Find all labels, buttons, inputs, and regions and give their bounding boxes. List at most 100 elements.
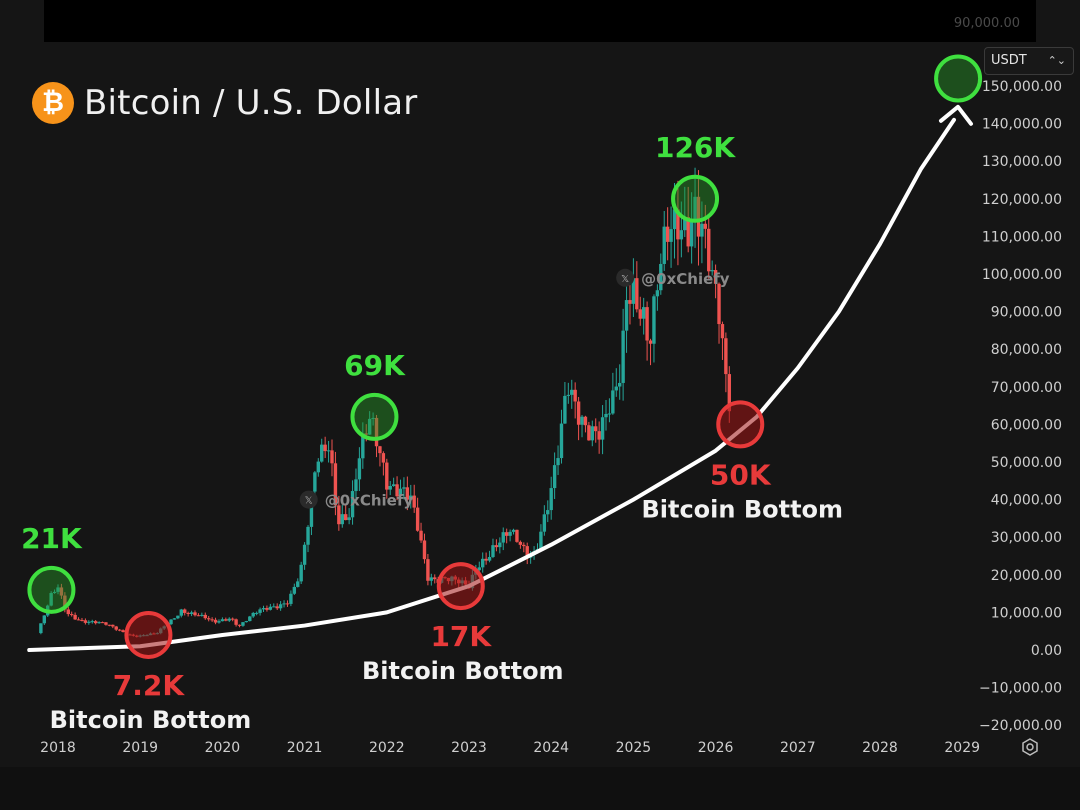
y-tick-label: 90,000.00 [991, 305, 1062, 321]
candle-body [337, 505, 341, 525]
candle-body [52, 591, 57, 594]
candle-body [320, 444, 324, 462]
top-strip-price: 90,000.00 [953, 16, 1020, 31]
candle-body [707, 228, 711, 272]
x-tick-label: 2024 [533, 740, 569, 756]
candle-body [330, 450, 334, 464]
candle-body [268, 606, 273, 610]
candle-body [672, 209, 677, 230]
y-tick-label: 130,000.00 [982, 154, 1062, 170]
candle-body [727, 374, 731, 412]
chart-title-text: Bitcoin / U.S. Dollar [84, 83, 418, 123]
chart-panel[interactable] [0, 45, 1080, 767]
gear-icon[interactable] [1020, 737, 1040, 757]
candle-body [539, 531, 543, 550]
candle-body [344, 514, 348, 521]
candle-body [183, 609, 187, 613]
currency-select-value: USDT [991, 53, 1027, 68]
peak-marker [27, 565, 76, 614]
candle-body [713, 270, 718, 284]
candle-body [611, 390, 615, 414]
candle-body [676, 209, 680, 240]
candle-body [73, 614, 77, 620]
candle-body [251, 612, 255, 617]
candle-body [371, 417, 375, 419]
candle-body [573, 389, 577, 402]
bottom-caption: Bitcoin Bottom [641, 495, 843, 523]
candle-body [693, 196, 697, 222]
candle-body [302, 544, 307, 565]
candle-body [665, 226, 670, 242]
candle-body [645, 307, 649, 341]
candle-body [70, 614, 74, 616]
candle-body [367, 418, 372, 435]
candle-body [313, 472, 317, 492]
candle-body [292, 586, 297, 594]
candle-body [621, 330, 625, 383]
candle-body [648, 340, 653, 344]
currency-select[interactable]: USDT ⌃⌄ [984, 47, 1074, 75]
candle-body [426, 559, 430, 581]
candle-body [220, 619, 225, 622]
candle-body [683, 217, 687, 231]
candle-body [556, 458, 560, 466]
candle-body [241, 622, 245, 626]
candle-body [248, 616, 252, 622]
candle-body [309, 491, 314, 527]
candle-body [203, 614, 207, 619]
trend-curve [27, 117, 956, 652]
candle-body [508, 531, 512, 536]
candle-body [689, 221, 694, 247]
candle-body [230, 618, 235, 620]
candle-body [566, 394, 571, 396]
candle-body [686, 217, 690, 247]
candle-body [354, 479, 358, 492]
candle-body [121, 630, 125, 632]
candle-body [299, 564, 303, 582]
x-tick-label: 2020 [205, 740, 241, 756]
previous-chart-strip: 90,000.00 [44, 0, 1036, 42]
candle-body [59, 587, 64, 596]
candle-body [720, 324, 725, 339]
x-logo-glyph: 𝕏 [305, 496, 313, 507]
candle-body [234, 619, 238, 625]
y-tick-label: 20,000.00 [991, 568, 1062, 584]
x-tick-label: 2022 [369, 740, 405, 756]
candle-body [378, 446, 382, 454]
candle-body [39, 623, 43, 634]
candle-body [261, 608, 266, 610]
x-tick-label: 2029 [944, 740, 980, 756]
bottom-label: 50K [710, 458, 772, 491]
peak-marker [350, 392, 399, 441]
candle-body [350, 491, 355, 518]
candle-body [296, 581, 300, 587]
bottom-caption: Bitcoin Bottom [362, 657, 564, 685]
candle-body [316, 461, 320, 473]
y-tick-label: 100,000.00 [982, 267, 1062, 283]
candle-body [498, 542, 502, 548]
candle-body [570, 389, 574, 395]
candle-body [347, 517, 351, 521]
candle-body [289, 593, 293, 604]
candle-body [117, 629, 122, 631]
bottom-label: 7.2K [113, 669, 186, 702]
candle-body [186, 612, 190, 614]
candle-body [179, 609, 183, 616]
bitcoin-icon: ₿ [32, 82, 74, 124]
candle-body [385, 462, 389, 490]
candle-body [511, 529, 516, 532]
candle-body [210, 619, 214, 621]
y-tick-label: 120,000.00 [982, 192, 1062, 208]
candle-body [193, 612, 197, 616]
candle-body [604, 413, 608, 418]
candle-body [703, 223, 708, 229]
candle-body [415, 507, 420, 531]
candle-body [600, 417, 605, 440]
candle-body [614, 386, 618, 391]
candle-body [422, 540, 427, 560]
candle-body [652, 296, 656, 344]
candle-body [227, 618, 231, 621]
candle-body [583, 416, 588, 426]
y-tick-label: 10,000.00 [991, 605, 1062, 621]
